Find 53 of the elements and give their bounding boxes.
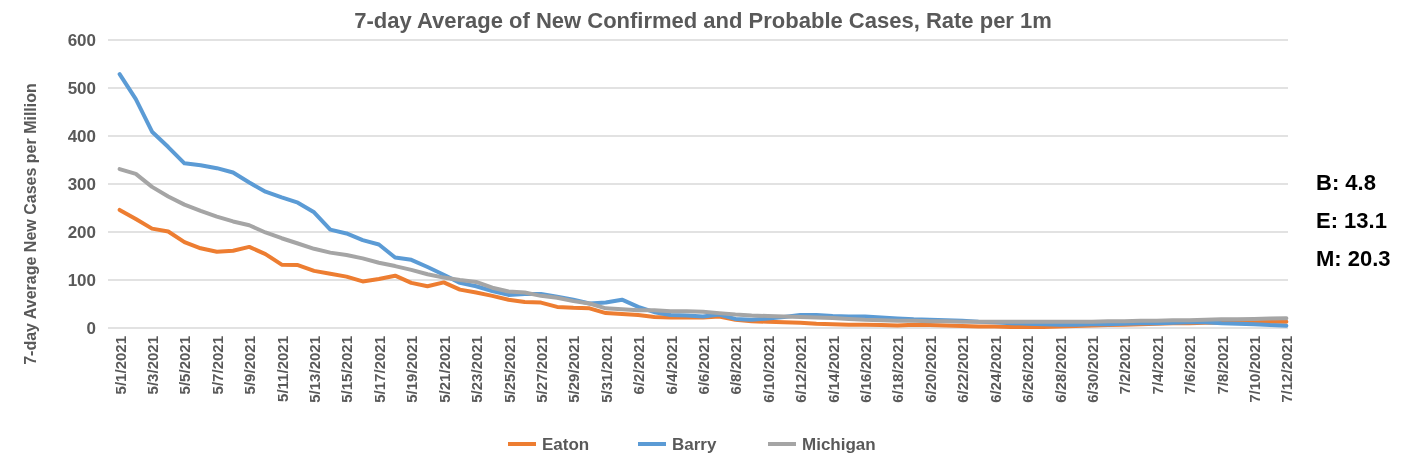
- y-tick-label: 600: [67, 31, 96, 50]
- x-tick-label: 6/4/2021: [662, 336, 680, 395]
- x-tick-label: 7/4/2021: [1148, 336, 1166, 395]
- y-tick-label: 100: [67, 271, 96, 290]
- chart-title: 7-day Average of New Confirmed and Probable Cases, Rate per 1m: [354, 8, 1052, 33]
- x-tick-label: 5/19/2021: [403, 336, 421, 403]
- y-tick-label: 500: [67, 79, 96, 98]
- x-tick-label: 6/6/2021: [695, 336, 712, 395]
- legend-label: Barry: [672, 435, 717, 454]
- x-tick-label: 5/29/2021: [565, 336, 583, 403]
- y-tick-label: 400: [67, 127, 96, 146]
- legend-label: Michigan: [802, 435, 876, 454]
- x-tick-label: 6/20/2021: [921, 336, 939, 403]
- y-tick-label: 300: [67, 175, 96, 194]
- x-tick-label: 7/2/2021: [1116, 336, 1134, 395]
- line-series: [117, 167, 1289, 324]
- x-tick-label: 5/23/2021: [468, 336, 486, 403]
- x-tick-label: 5/25/2021: [500, 336, 518, 403]
- x-tick-label: 6/2/2021: [630, 336, 648, 395]
- x-tick-label: 7/8/2021: [1213, 336, 1231, 395]
- x-tick-label: 6/30/2021: [1083, 336, 1101, 403]
- x-tick-label: 5/27/2021: [532, 336, 550, 403]
- x-tick-label: 5/7/2021: [208, 336, 226, 395]
- y-tick-label: 0: [86, 319, 96, 338]
- x-tick-label: 6/18/2021: [889, 336, 907, 403]
- x-tick-label: 7/12/2021: [1278, 336, 1296, 403]
- x-tick-label: 7/6/2021: [1181, 336, 1199, 395]
- x-tick-label: 6/12/2021: [792, 336, 810, 403]
- text: E: 13.1: [1316, 208, 1387, 233]
- x-tick-label: 5/21/2021: [435, 336, 453, 403]
- x-tick-label: 5/11/2021: [273, 336, 291, 402]
- x-tick-label: 6/22/2021: [954, 336, 972, 403]
- x-tick-label: 5/31/2021: [597, 336, 615, 403]
- x-tick-label: 7/10/2021: [1245, 336, 1263, 403]
- legend-label: Eaton: [542, 435, 590, 454]
- x-tick-label: 6/24/2021: [986, 336, 1004, 403]
- x-tick-label: 6/14/2021: [824, 336, 842, 403]
- x-tick-label: 6/28/2021: [1051, 336, 1069, 403]
- x-tick-label: 6/10/2021: [759, 336, 777, 403]
- y-axis-title: 7-day Average New Cases per Million: [22, 83, 39, 365]
- x-tick-label: 5/1/2021: [111, 336, 129, 395]
- x-tick-label: 5/13/2021: [306, 336, 324, 403]
- x-tick-label: 5/17/2021: [370, 336, 388, 403]
- x-tick-label: 5/5/2021: [176, 336, 194, 395]
- x-tick-label: 5/3/2021: [144, 336, 162, 395]
- x-tick-label: 6/16/2021: [857, 336, 875, 403]
- text: M: 20.3: [1316, 246, 1391, 271]
- text: B: 4.8: [1316, 170, 1376, 195]
- x-tick-label: 6/26/2021: [1019, 336, 1037, 403]
- y-tick-label: 200: [67, 223, 96, 242]
- x-tick-label: 5/9/2021: [241, 336, 259, 395]
- x-tick-label: 5/15/2021: [338, 336, 356, 403]
- x-tick-label: 6/8/2021: [727, 336, 745, 395]
